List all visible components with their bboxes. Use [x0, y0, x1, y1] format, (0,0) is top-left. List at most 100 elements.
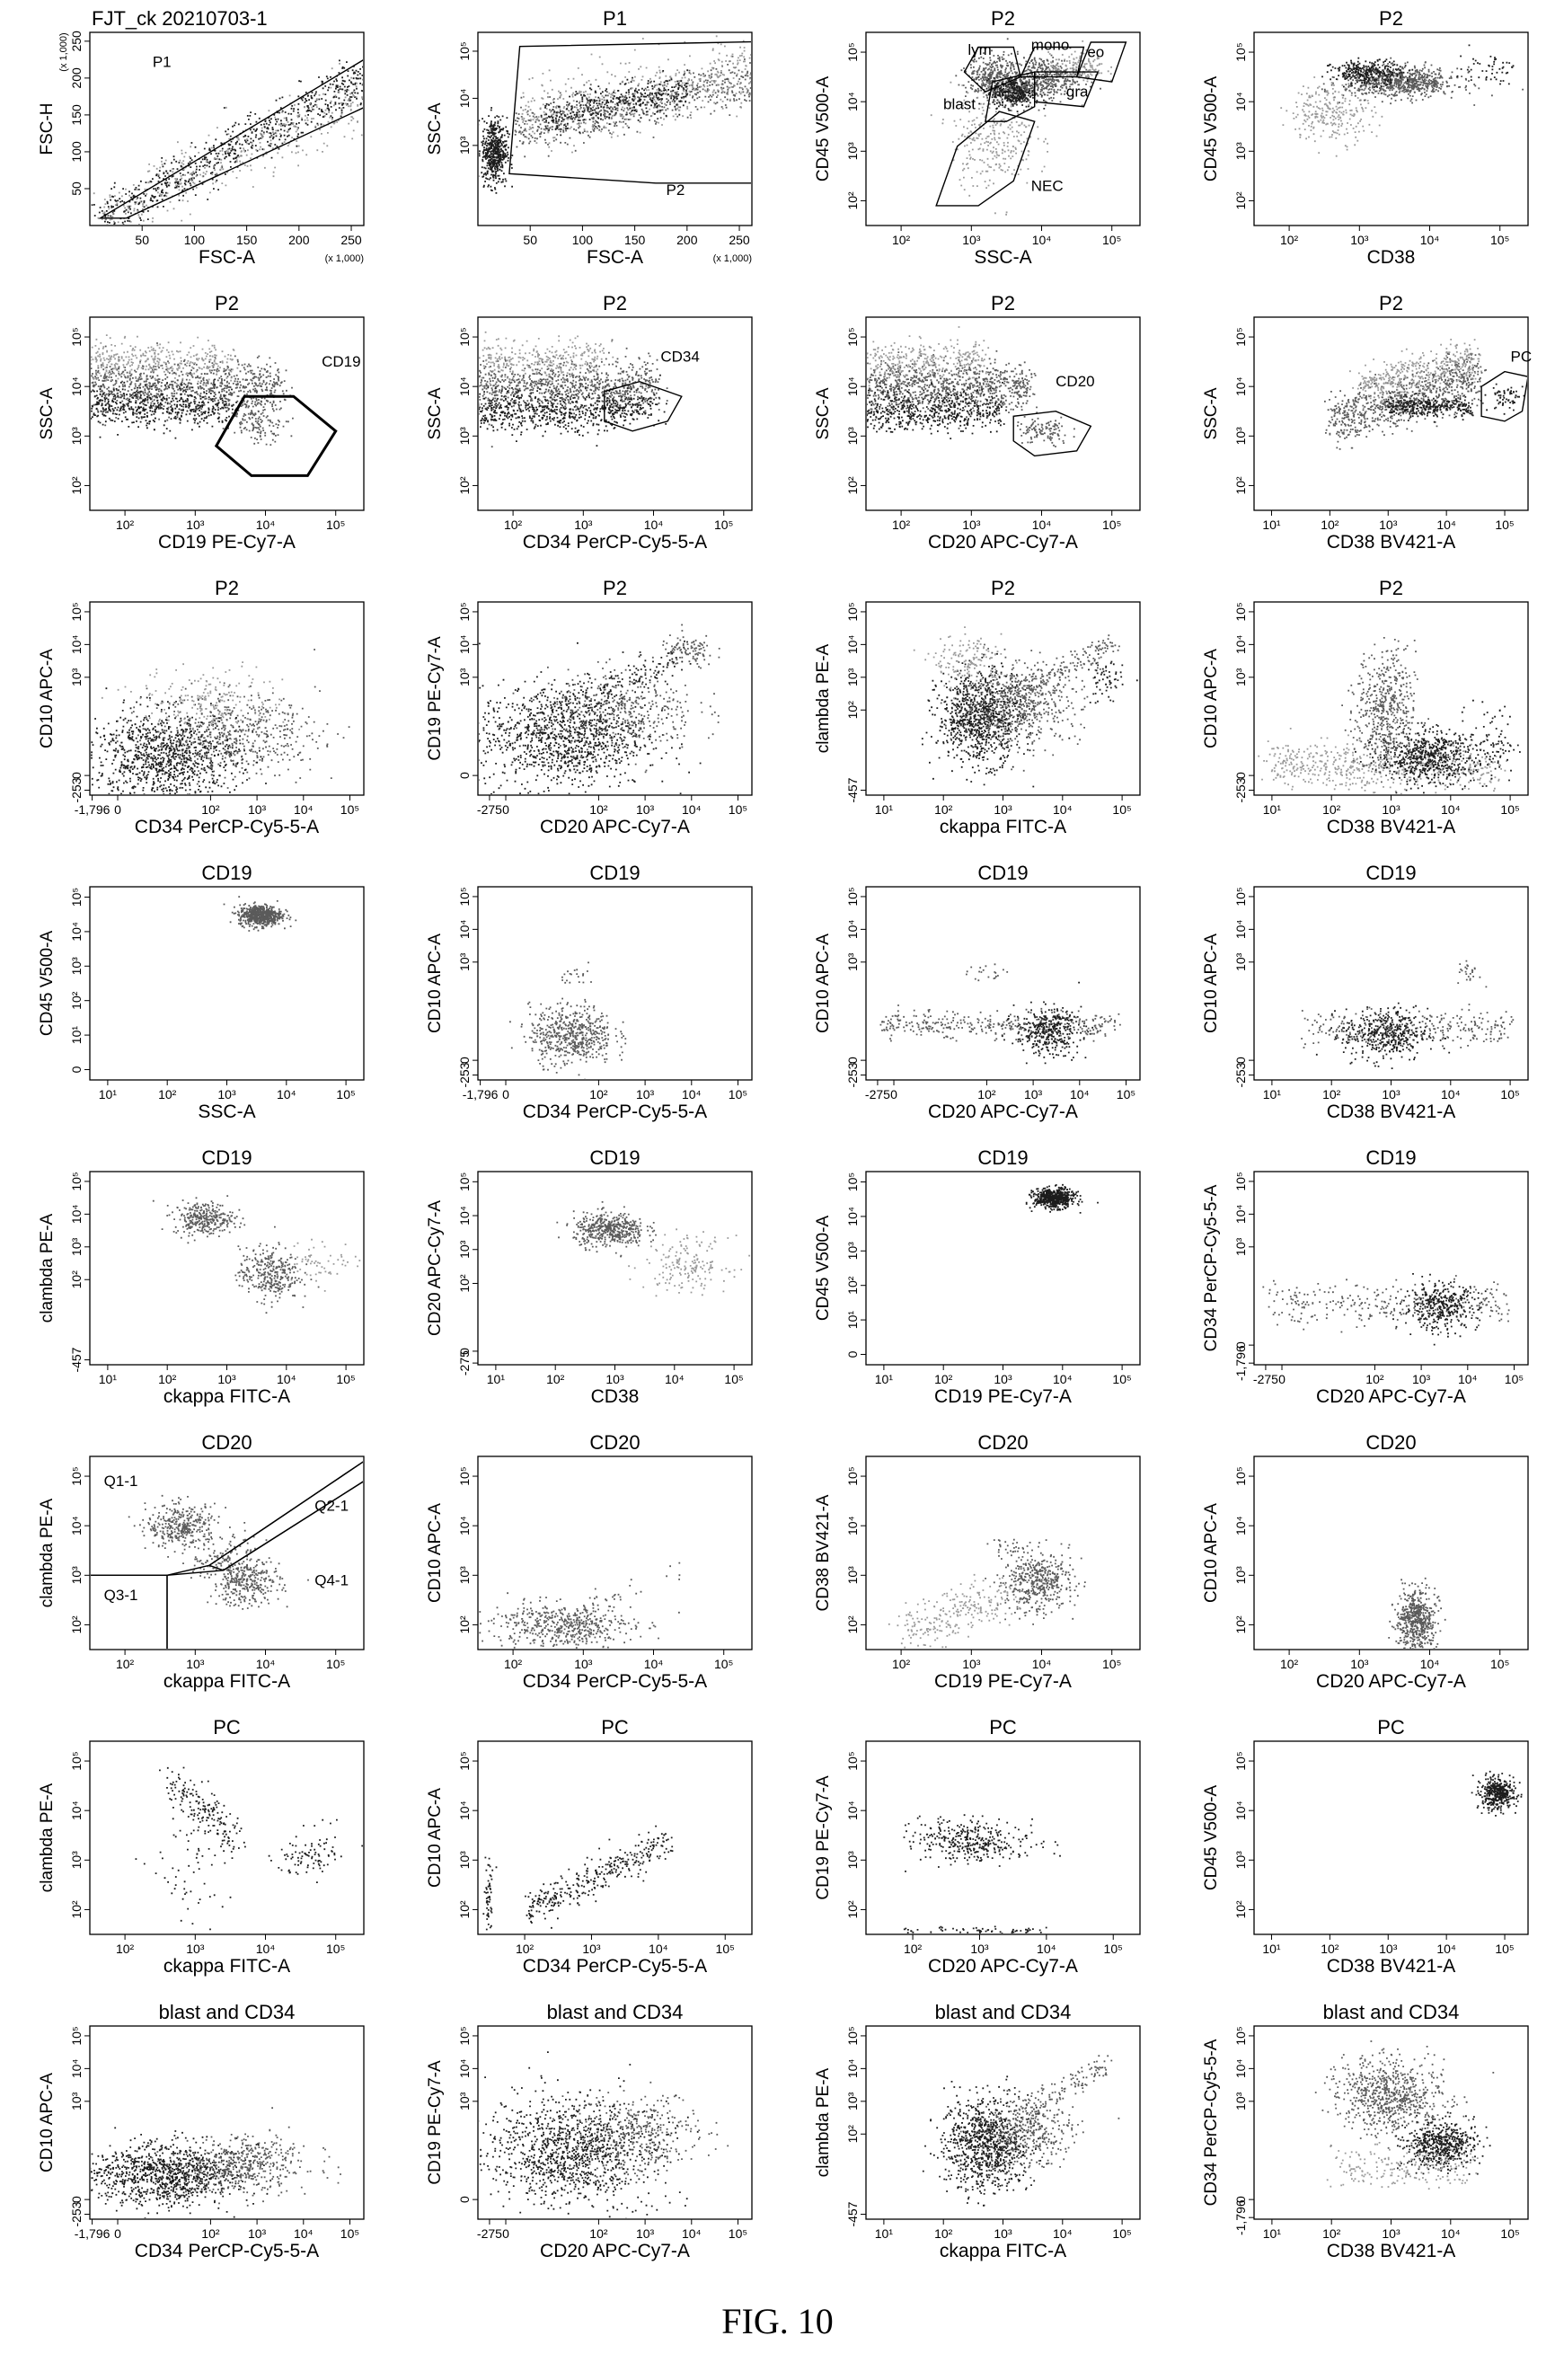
x-tick-label: 10³ — [636, 1087, 655, 1102]
gate-polygon — [985, 71, 1036, 122]
x-tick-label: 10⁴ — [1420, 233, 1440, 247]
x-axis-label: CD34 PerCP-Cy5-5-A — [523, 532, 707, 553]
y-tick-label: 10⁴ — [457, 1516, 472, 1535]
y-tick-label: -457 — [845, 2201, 860, 2226]
x-axis-label: CD38 BV421-A — [1327, 2241, 1456, 2261]
x-tick-label: 10² — [892, 518, 911, 532]
event-cluster — [512, 656, 720, 774]
x-axis-label: CD34 PerCP-Cy5-5-A — [135, 2241, 319, 2261]
plot-frame — [477, 1740, 753, 1935]
plot-panel: P2 PC 10¹ 10² 10³ 10⁴ 10⁵ 10² 10³ 10⁴ 10⁵ CD38 BV42… — [1164, 285, 1552, 570]
x-tick-label: 10⁵ — [336, 1087, 355, 1102]
scatter-plot: P2 10² 10³ 10⁴ 10⁵ 10² 10³ 10⁴ 10⁵ CD38 CD45 V500-… — [1202, 7, 1529, 268]
x-axis-label: ckappa FITC-A — [163, 1956, 290, 1977]
x-axis-label: CD38 — [591, 1386, 640, 1407]
plot-panel: CD20 10² 10³ 10⁴ 10⁵ 10² 10³ 10⁴ 10⁵ CD34 PerCP-C… — [388, 1424, 776, 1709]
x-tick-label: 10² — [589, 2226, 608, 2241]
x-tick-label: 10² — [892, 233, 911, 247]
y-axis-label: CD10 APC-A — [1202, 649, 1221, 748]
y-tick-label: -253 — [1233, 777, 1248, 802]
y-tick-label: 10⁵ — [1233, 1172, 1248, 1190]
y-tick-label: 10³ — [69, 1851, 84, 1870]
x-tick-label: 10⁵ — [1490, 1657, 1509, 1671]
plot-title: P2 — [215, 292, 239, 314]
y-tick-label: 10² — [845, 1615, 860, 1634]
y-tick-label: 10⁴ — [1233, 92, 1248, 111]
x-tick-label: 10² — [892, 1657, 911, 1671]
y-tick-label: 10⁵ — [457, 1172, 472, 1191]
x-tick-label: 10⁴ — [682, 2226, 702, 2241]
x-tick-label: -1,796 — [75, 2226, 110, 2241]
event-cluster — [867, 382, 1007, 439]
x-tick-label: 10³ — [994, 1372, 1012, 1386]
event-cluster — [1392, 1273, 1487, 1346]
y-tick-label: 10² — [845, 1276, 860, 1295]
event-cluster — [879, 1004, 1121, 1042]
plot-panel: CD19 -275 0 10² 10³ 10⁴ 10⁵ -253 0 10³ 10⁴ 10⁵ CD20 … — [776, 854, 1164, 1139]
y-tick-label: 10⁴ — [845, 92, 860, 111]
x-tick-label: 10³ — [1350, 233, 1369, 247]
y-axis-label: CD45 V500-A — [1202, 76, 1221, 182]
x-tick-label: 10² — [158, 1087, 177, 1102]
x-axis-label: FSC-A — [199, 247, 255, 268]
y-axis-label: CD10 APC-A — [426, 1788, 445, 1888]
y-tick-label: 10⁴ — [457, 635, 472, 655]
x-tick-label: 10² — [116, 518, 135, 532]
x-axis-label: ckappa FITC-A — [940, 2241, 1066, 2261]
x-axis-label: CD19 PE-Cy7-A — [934, 1386, 1072, 1407]
y-tick-label: 10³ — [1233, 427, 1248, 446]
plot-frame — [89, 1740, 365, 1935]
plot-panel: CD19 10¹ 10² 10³ 10⁴ 10⁵ 0 10¹ 10² 10³ 10⁴ 10⁵ CD19 … — [776, 1139, 1164, 1424]
event-cluster — [1390, 2111, 1491, 2175]
x-tick-label: -1,796 — [463, 1087, 499, 1102]
x-tick-label: 200 — [676, 233, 698, 247]
y-tick-label: 10³ — [457, 668, 472, 686]
y-tick-label: 100 — [69, 141, 84, 163]
x-tick-label: 10² — [934, 2226, 953, 2241]
plot-panel: P2 -1,796 0 10² 10³ 10⁴ 10⁵ -253 0 10³ 10⁴ 10⁵ CD34 … — [0, 570, 388, 854]
y-tick-label: 10⁵ — [457, 2026, 472, 2045]
event-cluster — [479, 107, 514, 194]
x-tick-label: 50 — [523, 233, 537, 247]
plot-frame — [477, 886, 753, 1081]
y-tick-label: 0 — [69, 772, 84, 779]
x-tick-label: 10⁴ — [256, 1657, 276, 1671]
x-tick-label: 10¹ — [875, 2226, 894, 2241]
event-cluster — [992, 38, 1101, 111]
y-tick-label: 10⁵ — [845, 1172, 860, 1191]
y-axis-label: FSC-H — [38, 102, 57, 155]
x-tick-label: 100 — [184, 233, 206, 247]
plot-title: FJT_ck 20210703-1 — [92, 7, 268, 30]
x-tick-label: 10⁵ — [714, 1657, 733, 1671]
y-tick-label: 0 — [1233, 1057, 1248, 1064]
y-tick-label: 10² — [845, 476, 860, 495]
gate-polygon — [208, 1461, 363, 1571]
y-tick-label: 10² — [457, 476, 472, 495]
plot-title: P2 — [603, 577, 627, 599]
scatter-plot: P2 CD34 10² 10³ 10⁴ 10⁵ 10² 10³ 10⁴ 10⁵ CD34 PerCP… — [426, 292, 753, 553]
x-tick-label: 10⁵ — [714, 518, 733, 532]
x-tick-label: 10¹ — [487, 1372, 506, 1386]
y-axis-label: clambda PE-A — [38, 1783, 57, 1892]
y-tick-label: 10² — [845, 701, 860, 720]
x-tick-label: 10¹ — [1263, 2226, 1282, 2241]
x-tick-label: 10² — [589, 1087, 608, 1102]
y-tick-label: 10² — [457, 1900, 472, 1919]
x-axis-label: ckappa FITC-A — [163, 1386, 290, 1407]
event-cluster — [1025, 1183, 1099, 1214]
plot-title: CD20 — [589, 1431, 640, 1454]
plot-title: P2 — [991, 7, 1015, 30]
y-tick-label: 10³ — [845, 142, 860, 161]
x-tick-label: 10³ — [574, 518, 593, 532]
x-scale-multiplier: (x 1,000) — [325, 253, 364, 264]
y-tick-label: 10⁵ — [845, 887, 860, 906]
y-tick-label: -253 — [69, 777, 84, 802]
x-tick-label: 10² — [201, 2226, 220, 2241]
y-tick-label: 10⁵ — [1233, 2026, 1248, 2045]
x-tick-label: 0 — [890, 1087, 897, 1102]
y-tick-label: 10⁵ — [69, 1172, 84, 1190]
event-cluster — [921, 652, 1071, 788]
x-tick-label: 10² — [1365, 1372, 1384, 1386]
event-cluster — [1355, 699, 1495, 794]
